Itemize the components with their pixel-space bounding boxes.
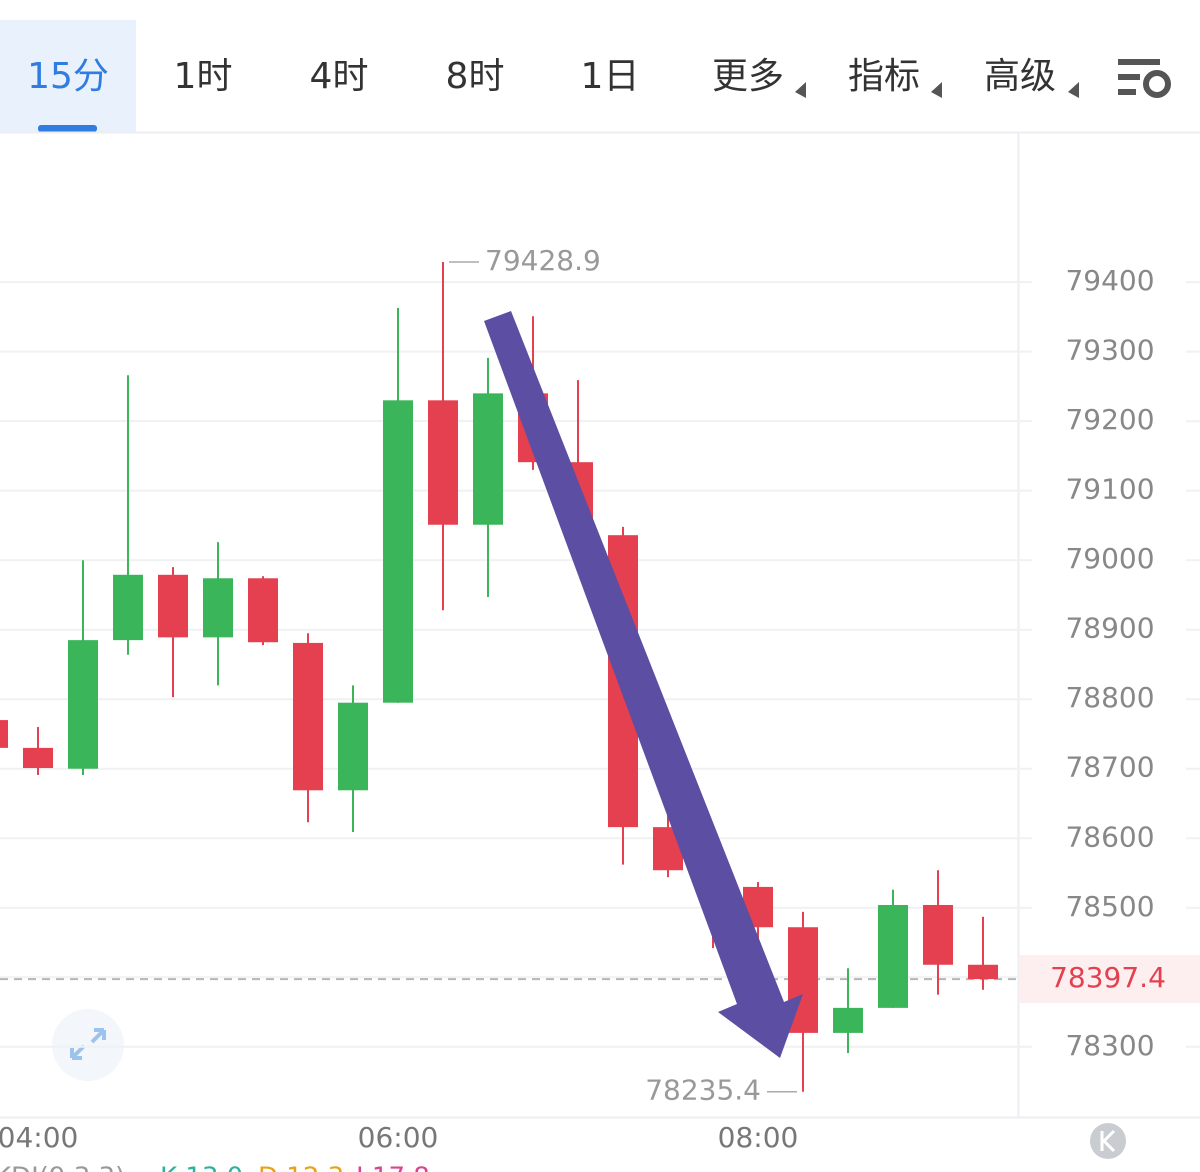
candle-body — [473, 393, 503, 525]
tab-indicator — [38, 125, 97, 132]
expand-button[interactable] — [52, 1009, 124, 1081]
dropdown-caret — [1068, 82, 1079, 98]
indicator-label: K 13.0 — [160, 1163, 243, 1172]
tab[interactable]: 高级 — [984, 56, 1056, 97]
y-tick-label: 78700 — [1065, 751, 1154, 784]
x-tick-label: 08:00 — [718, 1121, 799, 1154]
candle-body — [293, 642, 323, 791]
candle-body — [0, 720, 8, 748]
settings-icon[interactable] — [1118, 59, 1171, 98]
y-tick-label: 79300 — [1065, 334, 1154, 367]
candle-body — [248, 578, 278, 643]
y-tick-label: 79200 — [1065, 403, 1154, 436]
candle-body — [428, 400, 458, 525]
x-tick-label: 06:00 — [358, 1121, 439, 1154]
y-tick-label: 79100 — [1065, 473, 1154, 506]
dropdown-caret — [795, 82, 806, 98]
trend-arrow — [484, 311, 803, 1058]
y-tick-label: 78500 — [1065, 890, 1154, 923]
last-price-bg — [1019, 955, 1200, 1004]
dropdown-caret — [931, 82, 942, 98]
candle-body — [878, 904, 908, 1008]
last-price-label: 78397.4 — [1050, 961, 1166, 994]
indicator-label: D 12.3 — [258, 1163, 344, 1172]
tab[interactable]: 4时 — [310, 56, 369, 97]
tab[interactable]: 更多 — [712, 56, 784, 97]
y-tick-label: 79000 — [1065, 542, 1154, 575]
y-tick-label: 78800 — [1065, 681, 1154, 714]
indicator-label: KDJ(9,3,3) — [0, 1163, 125, 1172]
y-tick-label: 78600 — [1065, 820, 1154, 853]
candle-body — [23, 747, 53, 769]
high-annotation: 79428.9 — [485, 244, 601, 277]
y-tick-label: 79400 — [1065, 264, 1154, 297]
indicator-label: J 17.8 — [354, 1163, 430, 1172]
candle-body — [968, 964, 998, 980]
tab-selected-bg — [0, 20, 136, 132]
y-tick-label: 78300 — [1065, 1029, 1154, 1062]
tab[interactable]: 15分 — [27, 56, 109, 97]
x-tick-label: 04:00 — [0, 1121, 78, 1154]
tab[interactable]: 1日 — [581, 56, 640, 97]
candle-body — [923, 904, 953, 965]
k-button[interactable] — [1090, 1123, 1126, 1159]
candle-body — [833, 1007, 863, 1033]
tab[interactable]: 1时 — [174, 56, 233, 97]
low-annotation: 78235.4 — [645, 1074, 761, 1107]
candle-body — [113, 574, 143, 641]
tab[interactable]: 8时 — [446, 56, 505, 97]
candle-body — [338, 702, 368, 791]
y-tick-label: 78900 — [1065, 612, 1154, 645]
candle-body — [68, 640, 98, 769]
candle-body — [158, 574, 188, 638]
tab[interactable]: 指标 — [848, 56, 920, 97]
candle-body — [203, 578, 233, 638]
candle-body — [383, 400, 413, 703]
